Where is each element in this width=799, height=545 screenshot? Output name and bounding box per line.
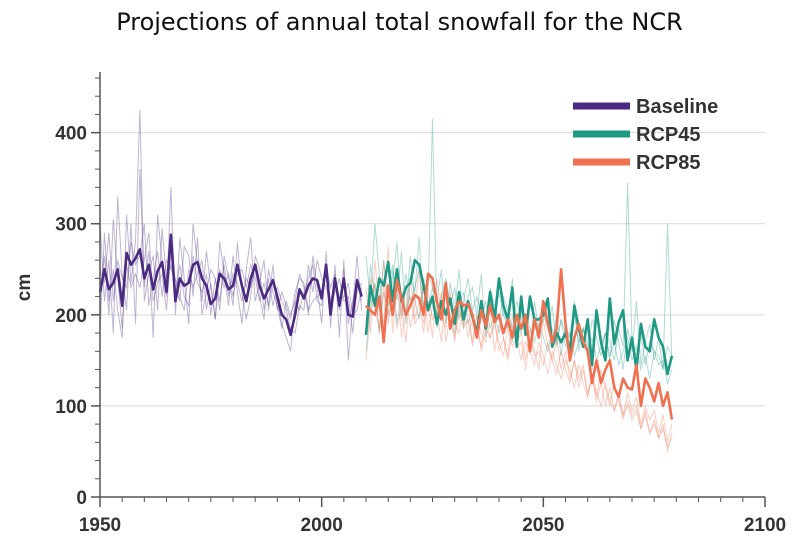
series-line-rcp45 <box>364 258 674 376</box>
series-line-rcp85 <box>365 267 674 420</box>
axes: 0 100 200 300 400 1950 2000 2050 2100 cm <box>14 72 786 536</box>
grid-lines <box>100 132 765 407</box>
chart-title: Projections of annual total snowfall for… <box>116 8 683 36</box>
ensemble-line-rcp85-3 <box>365 278 673 449</box>
y-tick-label-400: 400 <box>55 124 87 145</box>
ensemble-line-baseline-1 <box>99 169 363 361</box>
legend-label-rcp45: RCP45 <box>636 124 700 146</box>
x-tick-label-2000: 2000 <box>301 515 343 536</box>
y-tick-label-0: 0 <box>76 488 87 509</box>
y-tick-label-100: 100 <box>55 397 87 418</box>
y-tick-label-200: 200 <box>55 306 87 327</box>
series-line-baseline <box>98 233 363 337</box>
legend-label-baseline: Baseline <box>636 96 718 118</box>
ensemble-line-rcp85-2 <box>365 246 673 452</box>
ensemble-line-baseline-4 <box>99 219 363 329</box>
x-tick-label-1950: 1950 <box>79 515 121 536</box>
mean-lines <box>98 233 674 420</box>
y-axis-title: cm <box>14 274 35 301</box>
y-tick-label-300: 300 <box>55 215 87 236</box>
legend: Baseline RCP45 RCP85 <box>573 96 718 174</box>
ensemble-line-rcp85-1 <box>365 260 673 443</box>
ensemble-line-baseline-3 <box>99 223 363 320</box>
legend-label-rcp85: RCP85 <box>636 152 700 174</box>
x-tick-label-2100: 2100 <box>744 515 786 536</box>
x-tick-label-2050: 2050 <box>522 515 564 536</box>
